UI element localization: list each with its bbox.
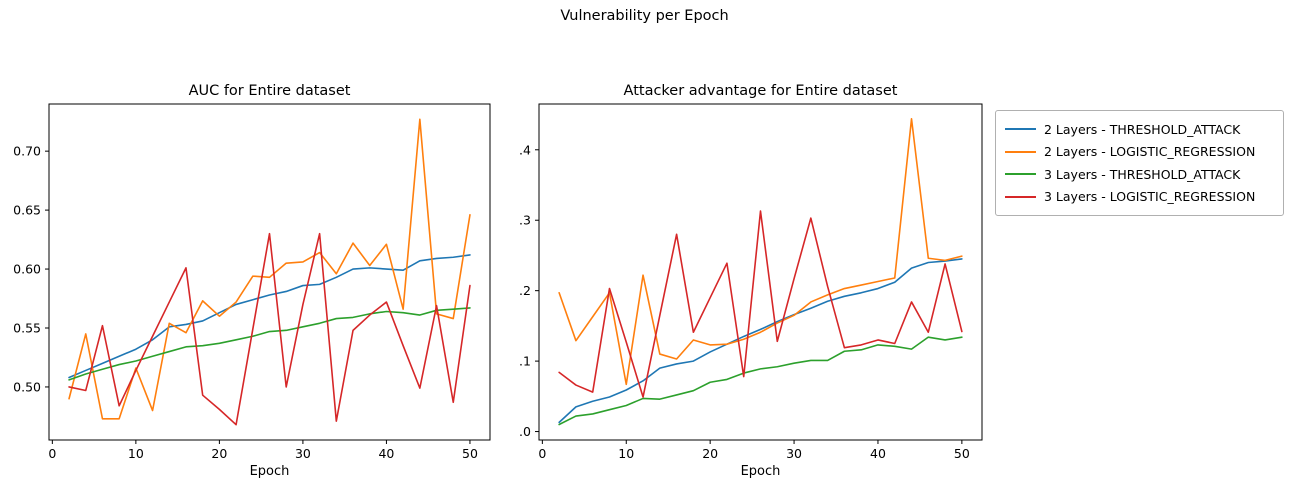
legend: 2 Layers - THRESHOLD_ATTACK 2 Layers - L… (995, 110, 1284, 216)
legend-item-label: 2 Layers - LOGISTIC_REGRESSION (1044, 144, 1256, 160)
legend-line-swatch (1005, 128, 1036, 131)
y-axis-tick-label: 0.0 (520, 424, 531, 439)
y-axis-tick-label: 0.2 (520, 283, 531, 298)
series-line-2 (68, 307, 471, 381)
x-axis-tick-label: 30 (786, 446, 802, 461)
legend-line-swatch (1005, 195, 1036, 198)
y-axis-tick-label: 0.60 (13, 262, 41, 277)
legend-line-swatch (1005, 150, 1036, 153)
x-axis-tick-label: 50 (954, 446, 970, 461)
series-line-0 (558, 258, 963, 424)
chart-title: AUC for Entire dataset (189, 83, 351, 99)
x-axis-tick-label: 10 (618, 446, 634, 461)
figure-suptitle: Vulnerability per Epoch (560, 8, 729, 24)
series-line-1 (558, 117, 963, 386)
axes-frame (538, 103, 983, 441)
legend-item: 3 Layers - THRESHOLD_ATTACK (1005, 163, 1274, 186)
legend-item-label: 3 Layers - LOGISTIC_REGRESSION (1044, 189, 1256, 205)
legend-item: 2 Layers - LOGISTIC_REGRESSION (1005, 141, 1274, 164)
y-axis-tick-label: 0.50 (13, 379, 41, 394)
legend-item-label: 3 Layers - THRESHOLD_ATTACK (1044, 166, 1241, 182)
x-axis-tick-label: 40 (870, 446, 886, 461)
x-axis-tick-label: 0 (538, 446, 546, 461)
y-axis-tick-label: 0.1 (520, 354, 531, 369)
x-axis-tick-label: 20 (211, 446, 227, 461)
axes-frame (48, 103, 491, 441)
x-axis-tick-label: 30 (295, 446, 311, 461)
x-axis-tick-label: 0 (48, 446, 56, 461)
y-axis-tick-label: 0.65 (13, 203, 41, 218)
legend-item-label: 2 Layers - THRESHOLD_ATTACK (1044, 121, 1241, 137)
series-line-1 (68, 118, 471, 420)
legend-line-swatch (1005, 173, 1036, 176)
x-axis-tick-label: 50 (462, 446, 478, 461)
y-axis-tick-label: 0.3 (520, 213, 531, 228)
x-axis-label: Epoch (250, 464, 290, 479)
y-axis-tick-label: 0.4 (520, 142, 531, 157)
attacker-advantage-chart: 0 10 20 30 40 50 0.0 0.1 0.2 0.3 0.4 Attacker advan… (520, 83, 983, 479)
legend-item: 3 Layers - LOGISTIC_REGRESSION (1005, 186, 1274, 209)
chart-title: Attacker advantage for Entire dataset (624, 83, 898, 99)
series-line-3 (558, 210, 963, 398)
series-line-2 (558, 336, 963, 426)
auc-chart: 0 10 20 30 40 50 0.50 0.55 0.60 0.65 0.70 AUC for E… (13, 83, 491, 479)
x-axis-tick-label: 20 (702, 446, 718, 461)
x-axis-tick-label: 10 (128, 446, 144, 461)
legend-item: 2 Layers - THRESHOLD_ATTACK (1005, 118, 1274, 141)
x-axis-label: Epoch (741, 464, 781, 479)
series-line-3 (68, 232, 471, 426)
series-line-0 (68, 254, 471, 379)
y-axis-tick-label: 0.55 (13, 321, 41, 336)
x-axis-tick-label: 40 (378, 446, 394, 461)
y-axis-tick-label: 0.70 (13, 144, 41, 159)
